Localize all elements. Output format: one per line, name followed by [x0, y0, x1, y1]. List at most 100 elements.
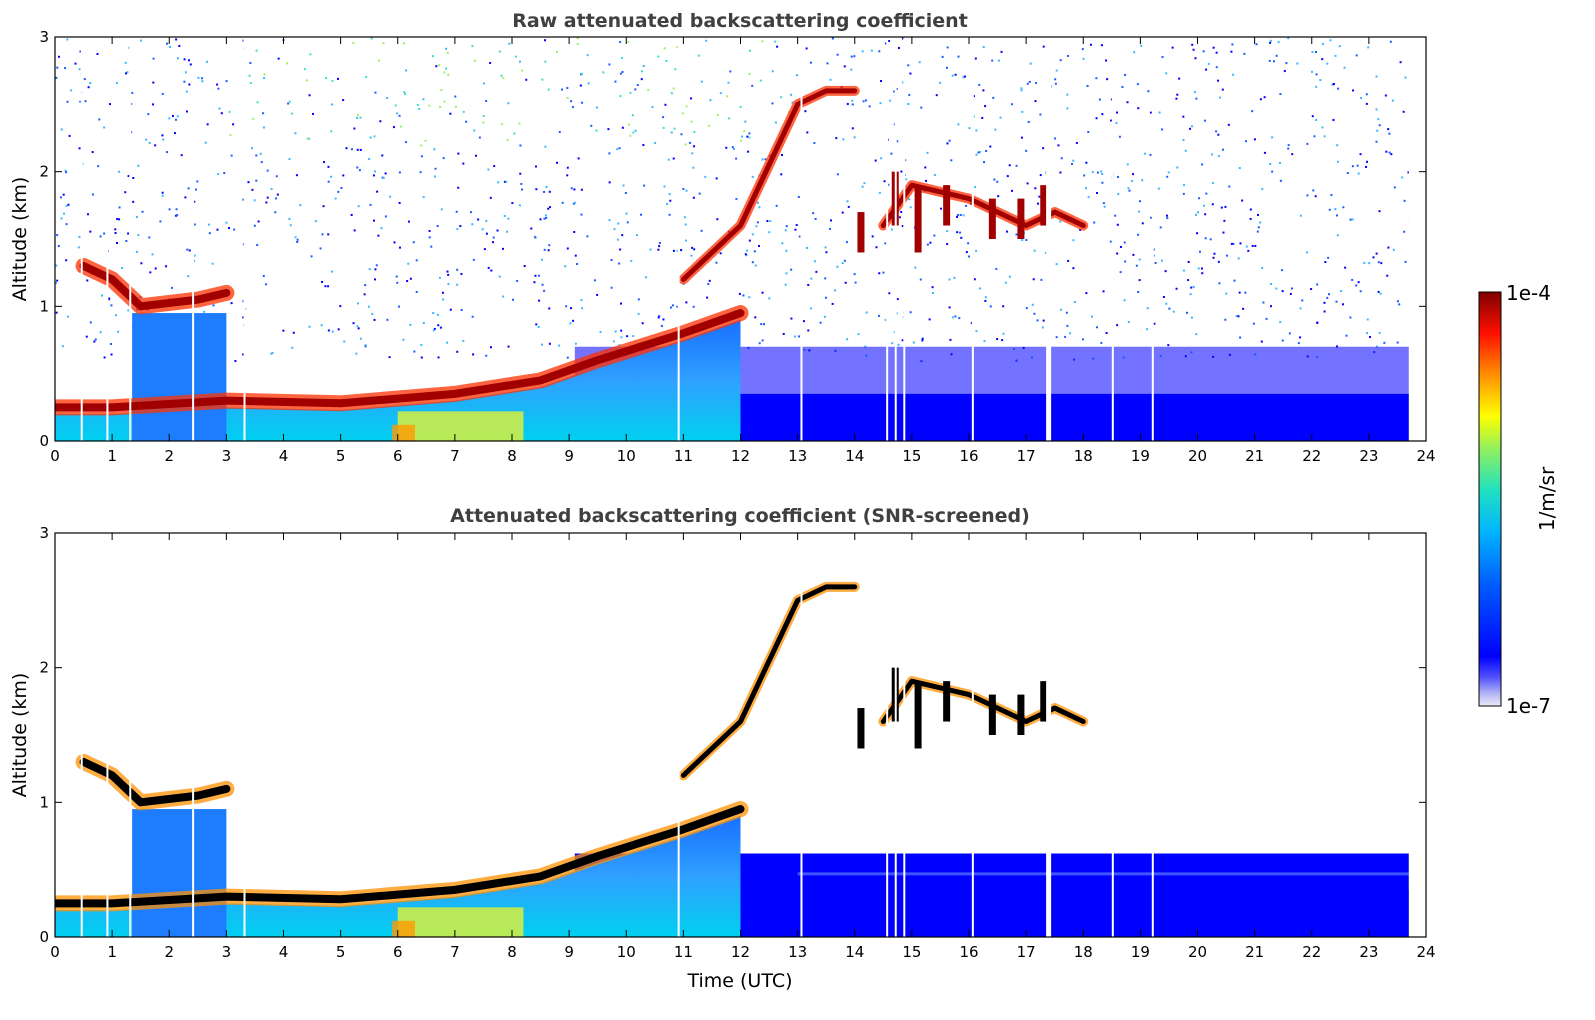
noise-point: [921, 339, 924, 342]
noise-point: [658, 245, 661, 248]
noise-point: [147, 113, 150, 116]
noise-point: [1109, 240, 1112, 243]
noise-point: [445, 47, 448, 50]
noise-point: [847, 205, 850, 208]
noise-point: [895, 312, 898, 315]
noise-point: [846, 200, 849, 203]
noise-point: [706, 296, 709, 299]
noise-point: [1010, 189, 1013, 192]
noise-point: [754, 316, 757, 319]
cloud-layer: [680, 584, 858, 778]
noise-point: [140, 39, 143, 42]
noise-point: [187, 275, 190, 278]
noise-point: [1366, 160, 1369, 163]
noise-point: [1196, 232, 1199, 235]
noise-point: [614, 80, 617, 83]
noise-point: [1137, 290, 1140, 293]
noise-point: [234, 359, 237, 362]
noise-point: [956, 231, 959, 234]
noise-point: [1316, 283, 1319, 286]
noise-point: [1153, 254, 1156, 257]
noise-point: [844, 281, 847, 284]
noise-point: [1215, 130, 1218, 133]
noise-point: [1176, 166, 1179, 169]
noise-point: [541, 78, 544, 81]
noise-point: [1269, 39, 1272, 42]
noise-point: [1101, 173, 1104, 176]
noise-point: [1034, 100, 1037, 103]
noise-point: [670, 306, 673, 309]
noise-point: [1336, 345, 1339, 348]
noise-point: [538, 299, 541, 302]
noise-point: [651, 106, 654, 109]
noise-point: [161, 194, 164, 197]
noise-point: [671, 304, 674, 307]
noise-point: [434, 167, 437, 170]
noise-point: [266, 196, 269, 199]
noise-point: [1332, 118, 1335, 121]
noise-point: [84, 100, 87, 103]
noise-point: [116, 242, 119, 245]
noise-point: [1340, 290, 1343, 293]
noise-point: [1126, 163, 1129, 166]
noise-point: [1054, 82, 1057, 85]
noise-point: [428, 229, 431, 232]
noise-point: [491, 241, 494, 244]
aerosol-band: [797, 872, 1409, 876]
noise-point: [1105, 59, 1108, 62]
noise-point: [364, 345, 367, 348]
noise-point: [1232, 242, 1235, 245]
noise-point: [220, 112, 223, 115]
noise-point: [1345, 334, 1348, 337]
noise-point: [1259, 98, 1262, 101]
noise-point: [1220, 206, 1223, 209]
noise-point: [1002, 332, 1005, 335]
noise-point: [878, 272, 881, 275]
noise-point: [145, 138, 148, 141]
noise-point: [610, 286, 613, 289]
noise-point: [127, 232, 130, 235]
noise-point: [951, 74, 954, 77]
noise-point: [478, 136, 481, 139]
noise-point: [87, 86, 90, 89]
noise-point: [1363, 261, 1366, 264]
noise-point: [93, 340, 96, 343]
noise-point: [276, 193, 279, 196]
noise-point: [812, 212, 815, 215]
noise-point: [449, 308, 452, 311]
noise-point: [640, 70, 643, 73]
noise-point: [1270, 305, 1273, 308]
noise-point: [1040, 278, 1043, 281]
noise-point: [1326, 62, 1329, 65]
noise-point: [612, 340, 615, 343]
noise-point: [888, 292, 891, 295]
noise-point: [249, 82, 252, 85]
noise-point: [1252, 322, 1255, 325]
noise-point: [1384, 94, 1387, 97]
data-gap: [886, 533, 889, 937]
noise-point: [489, 196, 492, 199]
noise-point: [433, 175, 436, 178]
noise-point: [748, 136, 751, 139]
noise-point: [909, 72, 912, 75]
noise-point: [1385, 150, 1388, 153]
noise-point: [1139, 200, 1142, 203]
noise-point: [481, 228, 484, 231]
noise-point: [1316, 321, 1319, 324]
noise-point: [110, 353, 113, 356]
noise-point: [331, 103, 334, 106]
noise-point: [555, 50, 558, 53]
noise-point: [265, 201, 268, 204]
noise-point: [975, 153, 978, 156]
noise-point: [437, 324, 440, 327]
noise-point: [885, 42, 888, 45]
noise-point: [1205, 68, 1208, 71]
noise-point: [505, 180, 508, 183]
noise-point: [368, 268, 371, 271]
noise-point: [704, 175, 707, 178]
cloud-streak: [1040, 681, 1048, 722]
noise-point: [337, 328, 340, 331]
noise-point: [485, 219, 488, 222]
noise-point: [525, 78, 528, 81]
noise-point: [580, 101, 583, 104]
